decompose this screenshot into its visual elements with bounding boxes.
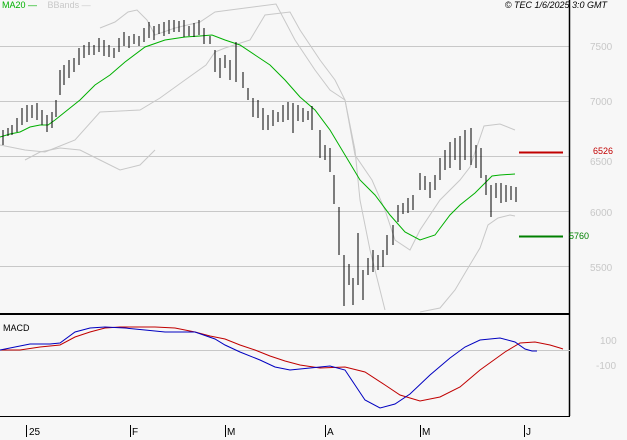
y-tick-7000: 7000	[590, 97, 613, 108]
bbands-lower-left	[24, 147, 156, 171]
macd-y-tick-neg100: -100	[596, 361, 617, 372]
legend-bbands: BBands	[47, 0, 80, 10]
y-tick-6500: 6500	[590, 157, 613, 168]
macd-signal-line	[0, 326, 564, 402]
chart-legend: MA20 — BBands —	[2, 0, 91, 10]
y-tick-6000: 6000	[590, 208, 613, 219]
legend-ma20: MA20	[2, 0, 26, 10]
x-tick-mar: M	[227, 427, 236, 438]
x-ticks	[26, 425, 525, 437]
y-tick-7500: 7500	[590, 42, 613, 53]
macd-line	[0, 326, 537, 409]
x-tick-apr: A	[327, 427, 334, 438]
macd-y-tick-100: 100	[600, 336, 617, 347]
support-label: 5760	[569, 231, 590, 241]
x-tick-25: 25	[29, 427, 41, 438]
bbands-lower-right	[419, 214, 516, 313]
x-tick-jun: J	[526, 427, 531, 438]
bbands-upper	[99, 3, 516, 251]
y-tick-5500: 5500	[590, 263, 613, 274]
x-tick-may: M	[422, 427, 431, 438]
price-bars	[2, 20, 517, 306]
bbands-lower	[0, 11, 386, 311]
macd-title: MACD	[3, 323, 30, 333]
x-tick-feb: F	[132, 427, 139, 438]
ma20-line	[0, 34, 516, 241]
copyright-text: © TEC 1/6/2025 3:0 GMT	[504, 0, 607, 10]
resistance-label: 6526	[593, 146, 614, 156]
price-gridlines	[0, 46, 570, 267]
